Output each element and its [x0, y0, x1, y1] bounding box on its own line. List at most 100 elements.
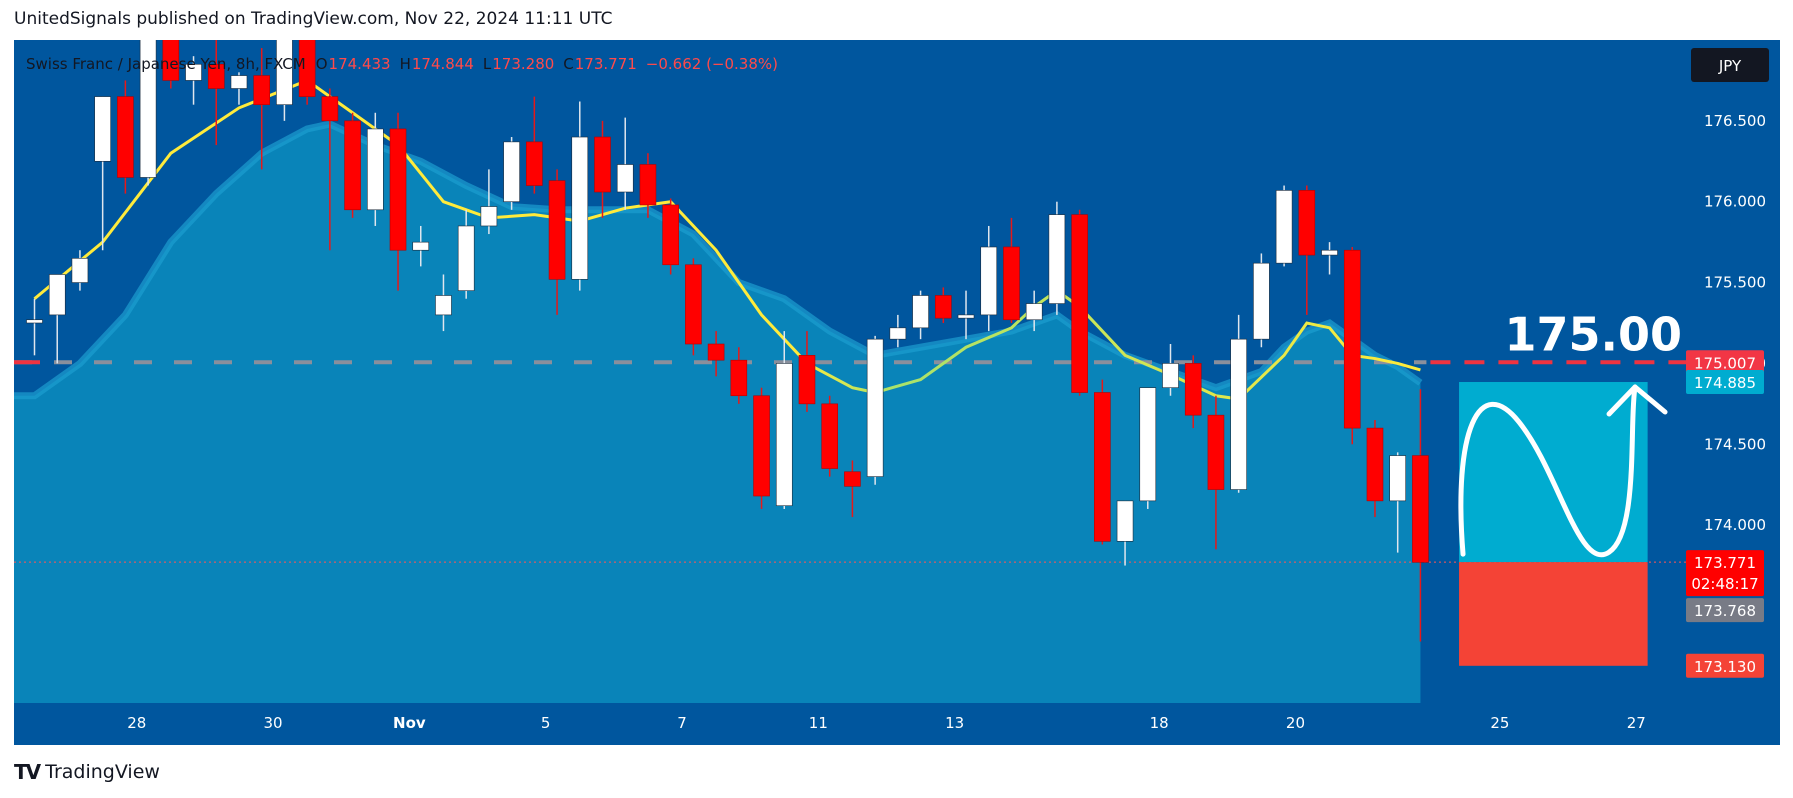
open-label: O: [316, 55, 328, 73]
candle[interactable]: [639, 153, 657, 218]
candle[interactable]: [594, 120, 611, 218]
close-value: 173.771: [575, 55, 637, 73]
target-zone[interactable]: [1459, 382, 1648, 563]
candle[interactable]: [162, 0, 180, 89]
candle[interactable]: [276, 8, 293, 121]
candle[interactable]: [1321, 242, 1338, 275]
candle-body: [1321, 249, 1338, 256]
candle-body: [639, 164, 657, 206]
candle-body: [94, 96, 111, 162]
candle[interactable]: [366, 112, 384, 226]
candle-body: [1071, 214, 1088, 393]
candle-body: [412, 241, 430, 251]
candle-body: [571, 136, 589, 280]
plot-pane[interactable]: [14, 0, 1689, 703]
candle[interactable]: [1048, 201, 1066, 315]
x-tick-label: 20: [1286, 714, 1305, 732]
candle[interactable]: [1003, 217, 1020, 323]
x-tick-label: 28: [127, 714, 146, 732]
candle[interactable]: [1207, 395, 1225, 550]
candle-body: [276, 40, 293, 105]
candle[interactable]: [934, 287, 952, 323]
candle[interactable]: [730, 347, 748, 404]
candle[interactable]: [1253, 253, 1270, 348]
candle-body: [662, 204, 679, 266]
candle[interactable]: [821, 395, 839, 477]
candle[interactable]: [412, 225, 430, 267]
candle[interactable]: [26, 298, 43, 356]
candle[interactable]: [298, 8, 316, 105]
candle[interactable]: [117, 80, 134, 194]
candle[interactable]: [571, 101, 589, 291]
candle[interactable]: [548, 169, 566, 315]
candle[interactable]: [48, 274, 66, 364]
candle-body: [775, 363, 793, 507]
candle[interactable]: [207, 32, 225, 146]
candle[interactable]: [389, 112, 407, 291]
candle[interactable]: [185, 56, 202, 105]
level-price-badge-text: 175.007: [1694, 354, 1756, 372]
stop-zone[interactable]: [1459, 562, 1648, 666]
candle[interactable]: [230, 72, 248, 105]
candle[interactable]: [94, 96, 111, 251]
candle[interactable]: [435, 274, 452, 332]
candle-body: [435, 295, 452, 316]
ma-price-badge-text: 174.885: [1694, 374, 1756, 392]
stop-price-badge-bg: [1686, 653, 1764, 678]
candle[interactable]: [1094, 379, 1111, 545]
candle[interactable]: [753, 387, 770, 509]
candle[interactable]: [321, 88, 339, 251]
candle[interactable]: [1275, 185, 1293, 267]
currency-badge[interactable]: JPY: [1691, 48, 1769, 82]
candle-body: [366, 128, 384, 211]
candle[interactable]: [1298, 185, 1316, 315]
candle[interactable]: [139, 0, 157, 186]
candle[interactable]: [526, 96, 543, 194]
candle[interactable]: [616, 117, 634, 210]
candle-body: [1207, 414, 1225, 490]
candle-body: [1025, 303, 1043, 321]
candle[interactable]: [1071, 209, 1088, 396]
candle[interactable]: [480, 169, 498, 235]
candle-body: [548, 180, 566, 280]
target-price-text: 175.00: [1504, 307, 1682, 361]
candle[interactable]: [1366, 420, 1384, 518]
candle[interactable]: [1025, 290, 1043, 332]
candle[interactable]: [253, 48, 270, 170]
candle-body: [1366, 427, 1384, 502]
last-price-badge: 173.771 02:48:17: [1686, 550, 1764, 597]
candle[interactable]: [1343, 246, 1361, 445]
candle-body: [298, 40, 316, 97]
currency-badge-bg: [1691, 48, 1769, 82]
candle[interactable]: [1230, 314, 1247, 493]
candle[interactable]: [71, 250, 89, 291]
candle[interactable]: [798, 331, 816, 412]
ma-price-badge: 174.885: [1686, 370, 1764, 395]
candle[interactable]: [707, 331, 725, 377]
candle-body: [480, 206, 498, 227]
candle[interactable]: [1412, 389, 1429, 642]
stop-price-badge-text: 173.130: [1694, 658, 1756, 676]
candle[interactable]: [1116, 500, 1134, 566]
candle[interactable]: [844, 460, 861, 518]
candle-body: [503, 141, 520, 203]
candle[interactable]: [980, 225, 998, 332]
candle[interactable]: [866, 335, 884, 485]
candle[interactable]: [503, 137, 520, 210]
candle[interactable]: [957, 290, 975, 340]
candle[interactable]: [344, 112, 361, 218]
candle[interactable]: [662, 198, 679, 275]
candle[interactable]: [457, 209, 475, 299]
candle[interactable]: [1162, 344, 1179, 396]
candle-body: [48, 274, 66, 316]
candle[interactable]: [889, 314, 907, 348]
candle[interactable]: [685, 258, 702, 356]
stop-price-badge: 173.130: [1686, 653, 1764, 678]
candle[interactable]: [1389, 452, 1406, 553]
candle[interactable]: [1139, 387, 1157, 509]
candle-body: [1094, 392, 1111, 542]
candle[interactable]: [912, 290, 929, 340]
candle[interactable]: [1184, 355, 1202, 429]
candle[interactable]: [775, 331, 793, 509]
